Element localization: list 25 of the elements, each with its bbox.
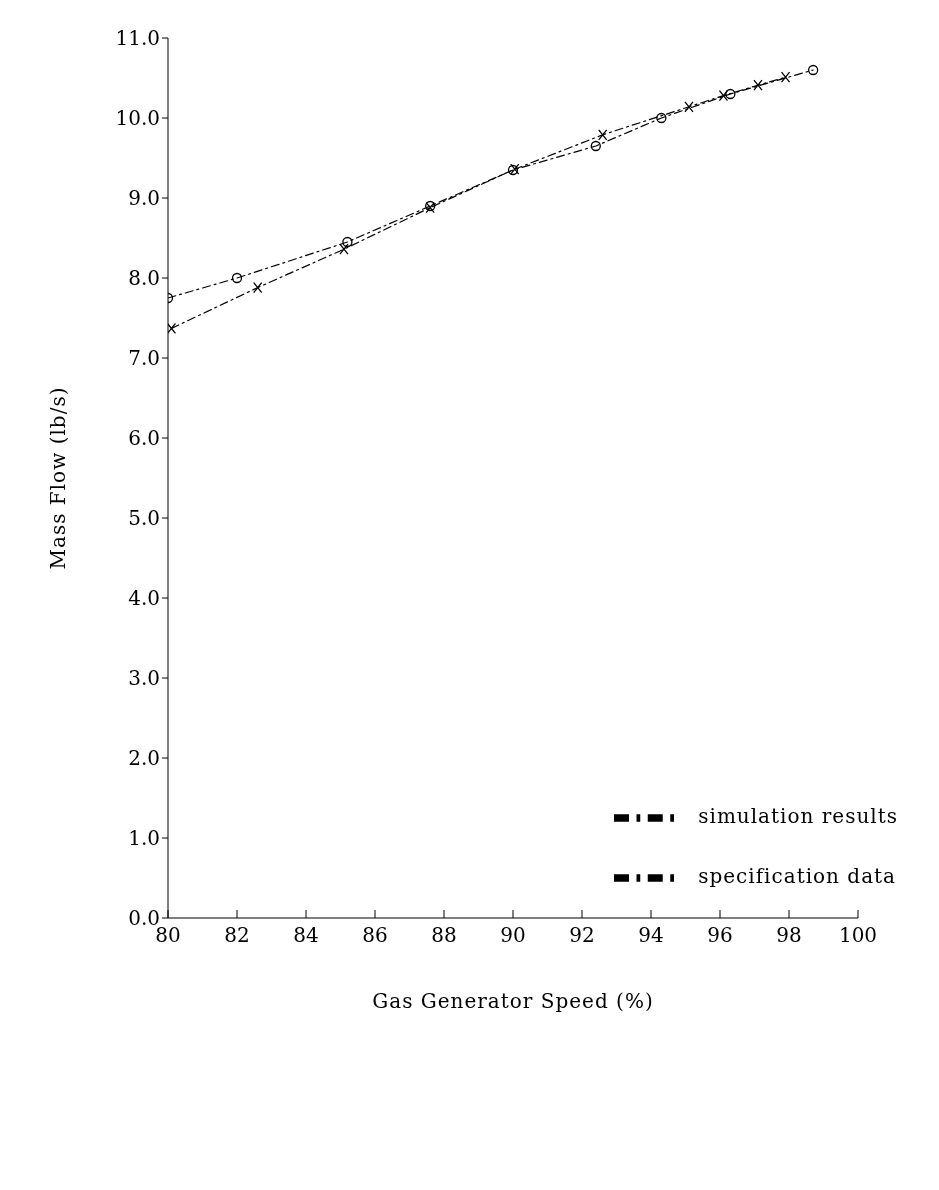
y-tick-label: 2.0 xyxy=(128,746,160,771)
x-tick-label: 94 xyxy=(638,923,664,948)
y-tick-label: 10.0 xyxy=(115,106,160,131)
x-tick-label: 90 xyxy=(500,923,526,948)
x-axis-title: Gas Generator Speed (%) xyxy=(372,989,654,1013)
y-tick-label: 6.0 xyxy=(128,426,160,451)
y-tick-label: 7.0 xyxy=(128,346,160,371)
y-tick-label: 8.0 xyxy=(128,266,160,291)
y-axis-title: Mass Flow (lb/s) xyxy=(46,386,71,570)
y-tick-label: 5.0 xyxy=(128,506,160,531)
x-tick-label: 96 xyxy=(707,923,733,948)
x-tick-label: 92 xyxy=(569,923,595,948)
y-tick-label: 1.0 xyxy=(128,826,160,851)
y-tick-label: 4.0 xyxy=(128,586,160,611)
x-tick-label: 84 xyxy=(293,923,319,948)
x-tick-label: 98 xyxy=(776,923,802,948)
y-tick-label: 9.0 xyxy=(128,186,160,211)
x-tick-label: 86 xyxy=(362,923,388,948)
y-tick-label: 11.0 xyxy=(115,26,160,51)
x-tick-label: 100 xyxy=(838,923,878,948)
x-tick-label: 88 xyxy=(431,923,457,948)
x-tick-label: 82 xyxy=(224,923,250,948)
legend-label: simulation results xyxy=(698,803,898,828)
legend-label: specification data xyxy=(698,863,897,888)
y-tick-label: 3.0 xyxy=(128,666,160,691)
